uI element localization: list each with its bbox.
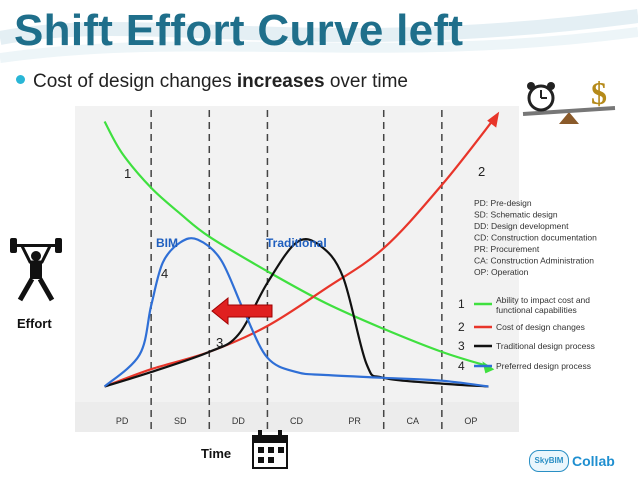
skybim-collab-logo: SkyBIM Collab xyxy=(529,450,615,472)
bullet-text-end: over time xyxy=(324,71,408,92)
bullet-dot-icon xyxy=(16,75,25,85)
curve-marker-3: 3 xyxy=(216,335,223,350)
bullet-point: Cost of design changes increases over ti… xyxy=(16,71,408,93)
curve-2-arrowhead xyxy=(487,111,500,128)
plot-background xyxy=(75,106,519,402)
category-label-dd: DD xyxy=(232,416,245,426)
effort-label: Effort xyxy=(17,316,52,331)
curve-1-arrowhead xyxy=(482,361,495,374)
svg-text:$: $ xyxy=(591,75,607,111)
category-label-pr: PR xyxy=(348,416,361,426)
legend-label-1: Ability to impact cost and xyxy=(496,295,590,305)
legend-abbreviation-1: PD: Pre-design xyxy=(474,198,532,208)
legend-number-1: 1 xyxy=(458,297,465,311)
curve-2 xyxy=(104,117,496,388)
slide-title: Shift Effort Curve left xyxy=(14,6,464,55)
header-swirl-decoration xyxy=(0,9,638,63)
legend-label-2: Cost of design changes xyxy=(496,322,585,332)
category-label-cd: CD xyxy=(290,416,303,426)
curve-1 xyxy=(103,120,489,368)
legend-abbreviation-2: SD: Schematic design xyxy=(474,210,558,220)
logo-text: Collab xyxy=(572,453,615,469)
weightlifter-icon xyxy=(10,238,62,302)
curve-marker-1: 1 xyxy=(124,166,131,181)
category-label-sd: SD xyxy=(174,416,187,426)
curve-marker-2: 2 xyxy=(478,164,485,179)
curve-marker-4: 4 xyxy=(161,266,168,281)
category-label-pd: PD xyxy=(116,416,129,426)
curve-4 xyxy=(103,237,489,388)
annotation-traditional: Traditional xyxy=(266,236,327,250)
legend-abbreviation-7: OP: Operation xyxy=(474,267,529,277)
legend-abbreviation-6: CA: Construction Administration xyxy=(474,256,594,266)
legend-label-1-cont: functional capabilities xyxy=(496,305,577,315)
time-label: Time xyxy=(201,446,232,461)
legend-label-4: Preferred design process xyxy=(496,361,591,371)
category-label-ca: CA xyxy=(407,416,420,426)
balance-scale-icon: $ xyxy=(522,75,616,124)
legend-number-3: 3 xyxy=(458,339,465,353)
calendar-icon xyxy=(252,430,288,469)
bullet-text-start: Cost of design changes xyxy=(33,71,237,92)
legend-abbreviation-5: PR: Procurement xyxy=(474,244,540,254)
legend-abbreviation-4: CD: Construction documentation xyxy=(474,233,597,243)
category-strip xyxy=(75,402,519,432)
shift-left-arrow xyxy=(211,296,273,326)
annotation-bim: BIM xyxy=(156,236,178,250)
category-label-op: OP xyxy=(464,416,477,426)
bullet-text-bold: increases xyxy=(236,71,325,92)
legend-label-3: Traditional design process xyxy=(496,341,595,351)
logo-cloud-icon: SkyBIM xyxy=(529,450,569,472)
legend-number-4: 4 xyxy=(458,359,465,373)
legend-abbreviation-3: DD: Design development xyxy=(474,221,569,231)
legend-number-2: 2 xyxy=(458,320,465,334)
